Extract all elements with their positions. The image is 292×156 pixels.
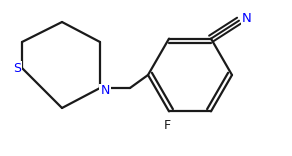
Text: F: F [164,119,171,132]
Text: N: N [242,12,252,25]
Text: N: N [100,85,110,98]
Text: S: S [13,61,21,75]
